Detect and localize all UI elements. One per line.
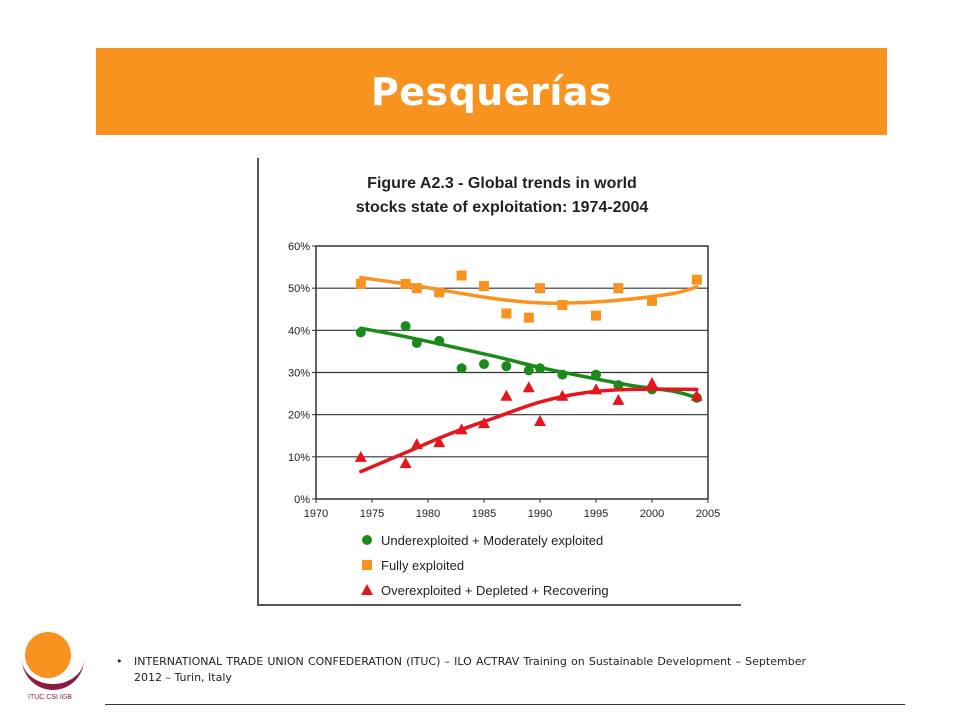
- fully-exploited-point: [647, 295, 657, 306]
- fully-exploited-point: [400, 278, 411, 289]
- figure-frame-left-border: [257, 158, 259, 606]
- fully-exploited-point: [523, 312, 534, 323]
- footer-note: • INTERNATIONAL TRADE UNION CONFEDERATIO…: [116, 654, 806, 686]
- x-tick-label: 1970: [304, 508, 328, 520]
- overexploited-point: [590, 383, 602, 395]
- title-bar: Pesquerías: [96, 48, 887, 135]
- page-title: Pesquerías: [370, 69, 613, 114]
- chart-svg: 0% 10% 20% 30% 40% 50% 60% 1970 1975 1980 1985 1990…: [288, 241, 720, 598]
- legend-fully-exploited-marker: [362, 560, 372, 570]
- y-tick-label: 40%: [288, 325, 310, 337]
- fully-exploited-point: [691, 274, 702, 285]
- overexploited-point: [612, 393, 625, 405]
- x-tick-label: 2000: [640, 508, 664, 520]
- legend-overexploited-marker: [361, 584, 373, 595]
- x-tick-label: 1995: [584, 508, 608, 520]
- footer-divider: [105, 704, 905, 705]
- chart-title-line-2: stocks state of exploitation: 1974-2004: [355, 199, 649, 216]
- y-tick-label: 50%: [288, 283, 310, 295]
- y-tick-label: 30%: [288, 368, 310, 380]
- overexploited-point: [534, 414, 546, 426]
- underexploited-point: [535, 363, 545, 374]
- chart-title-line-1: Figure A2.3 - Global trends in world: [367, 175, 637, 192]
- fully-exploited-point: [456, 270, 467, 281]
- underexploited-point: [355, 327, 366, 338]
- underexploited-point: [434, 335, 445, 346]
- underexploited-point: [591, 369, 601, 380]
- x-tick-label: 1980: [416, 508, 440, 520]
- footer-bullet: •: [116, 655, 123, 668]
- underexploited-point: [456, 363, 467, 374]
- fully-exploited-point: [535, 283, 545, 294]
- ituc-logo: ITUC CSI IGB: [22, 628, 92, 708]
- overexploited-point: [478, 417, 490, 429]
- figure-frame-bottom-border: [257, 604, 741, 606]
- overexploited-point: [522, 381, 535, 393]
- x-tick-label: 1990: [528, 508, 552, 520]
- overexploited-point: [410, 438, 423, 450]
- overexploited-point: [399, 457, 412, 469]
- overexploited-point: [354, 450, 367, 462]
- logo-arc: [22, 658, 84, 690]
- x-tick-label: 1985: [472, 508, 496, 520]
- underexploited-point: [613, 380, 624, 391]
- underexploited-point: [400, 321, 411, 332]
- underexploited-point: [411, 337, 422, 348]
- overexploited-point: [646, 377, 658, 389]
- y-tick-label: 10%: [288, 452, 310, 464]
- fully-exploited-point: [355, 278, 366, 289]
- fully-exploited-point: [434, 287, 445, 298]
- chart-title: Figure A2.3 - Global trends in world sto…: [307, 172, 697, 220]
- overexploited-point: [500, 389, 513, 401]
- overexploited-point: [556, 389, 569, 401]
- legend-fully-exploited-label: Fully exploited: [381, 558, 464, 573]
- legend-underexploited-label: Underexploited + Moderately exploited: [381, 533, 603, 548]
- overexploited-point: [690, 389, 703, 401]
- fully-exploited-point: [557, 300, 568, 311]
- footer-text: INTERNATIONAL TRADE UNION CONFEDERATION …: [134, 655, 806, 684]
- legend-underexploited-marker: [362, 535, 372, 545]
- x-tick-label: 2005: [696, 508, 720, 520]
- logo-text: ITUC CSI IGB: [28, 694, 72, 701]
- fully-exploited-point: [613, 283, 624, 294]
- underexploited-point: [557, 369, 568, 380]
- fully-exploited-point: [479, 281, 489, 292]
- overexploited-point: [455, 423, 468, 435]
- y-tick-label: 0%: [294, 494, 310, 506]
- x-tick-label: 1975: [360, 508, 384, 520]
- overexploited-point: [433, 436, 446, 448]
- figure-panel: Figure A2.3 - Global trends in world sto…: [257, 158, 741, 606]
- y-tick-label: 60%: [288, 241, 310, 253]
- underexploited-point: [501, 361, 512, 372]
- y-tick-label: 20%: [288, 410, 310, 422]
- overexploited-trend-line: [359, 387, 699, 474]
- fully-exploited-point: [411, 283, 422, 294]
- underexploited-point: [523, 365, 534, 376]
- fully-exploited-point: [591, 310, 601, 321]
- fully-exploited-point: [501, 308, 512, 319]
- legend-overexploited-label: Overexploited + Depleted + Recovering: [381, 583, 609, 598]
- underexploited-point: [479, 359, 489, 370]
